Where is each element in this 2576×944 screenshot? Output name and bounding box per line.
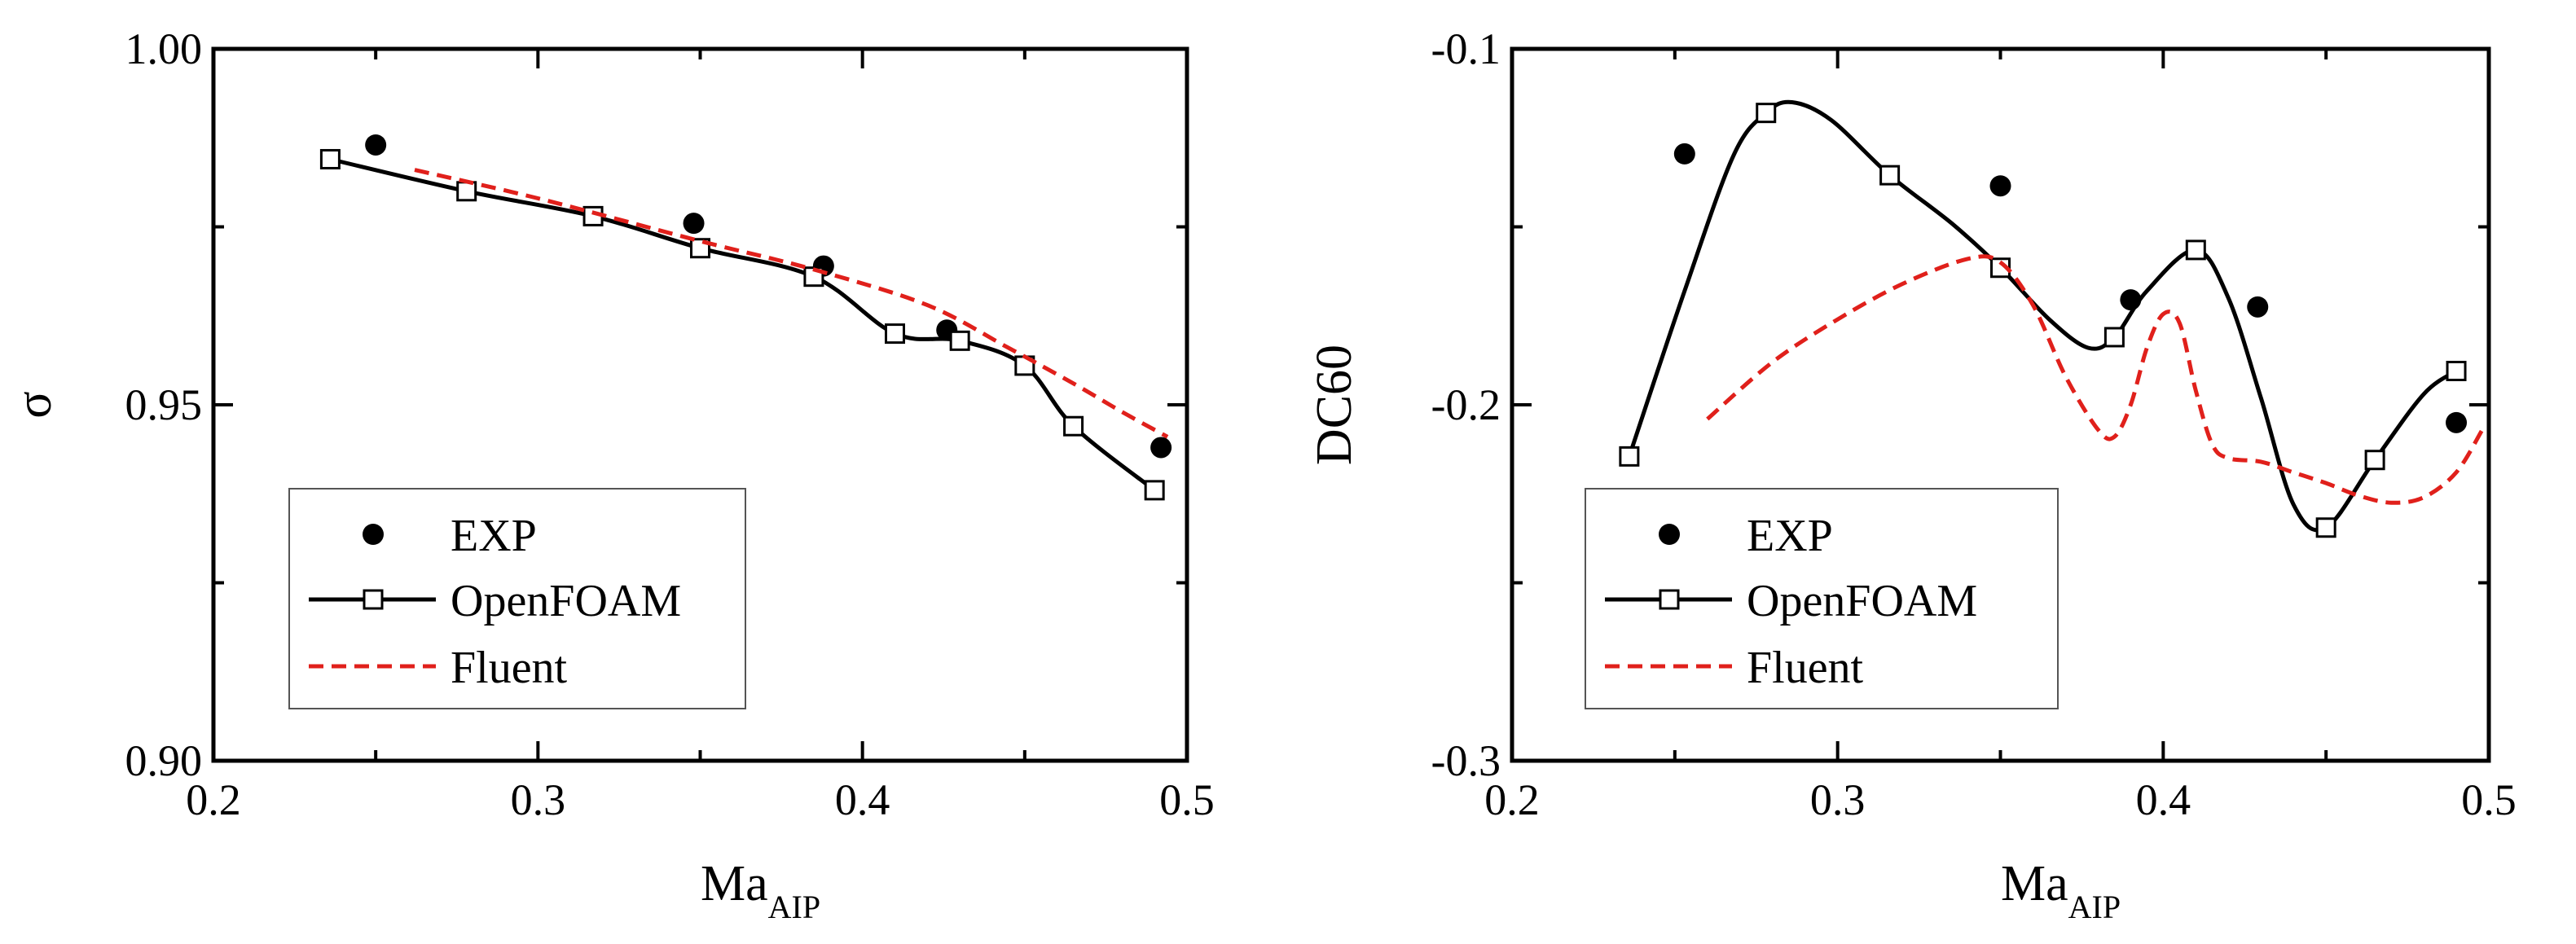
y-axis-label: DC60 [1307,345,1362,465]
x-tick-label: 0.4 [2136,775,2191,824]
openfoam-point [949,330,970,351]
x-tick-label: 0.3 [1810,775,1866,824]
legend: EXP OpenFOAM Fluent [288,488,746,709]
y-tick-label: 0.95 [125,380,203,429]
exp-point [2446,411,2468,433]
openfoam-point [1063,415,1084,437]
openfoam-series-line [329,157,1156,492]
fluent-series-line [1706,254,2485,505]
openfoam-point [1619,446,1640,467]
x-tick-label: 0.5 [2461,775,2517,824]
legend-fluent-label: Fluent [1747,643,1864,693]
openfoam-point [1144,480,1165,501]
openfoam-point [2103,327,2125,348]
openfoam-point [2446,360,2467,381]
x-axis-label-main: Ma [701,856,768,911]
exp-point [2247,296,2269,318]
openfoam-point [319,148,341,169]
exp-point [1989,175,2011,197]
legend: EXP OpenFOAM Fluent [1585,488,2059,709]
openfoam-point [885,323,905,345]
sigma-chart: 0.2 0.3 0.4 0.5 0.90 0.95 1.00 σ MaAIP EXP OpenFOA… [7,24,1215,925]
x-tick-label: 0.3 [511,775,566,824]
y-tick-label: -0.1 [1431,24,1501,73]
x-tick-label: 0.2 [1484,775,1540,824]
x-axis-label: MaAIP [2001,856,2121,925]
x-tick-label: 0.5 [1159,775,1215,824]
legend-openfoam-label: OpenFOAM [451,576,681,626]
x-tick-label: 0.4 [835,775,890,824]
exp-point [365,134,387,156]
x-axis-label-subscript: AIP [2068,889,2121,925]
legend-openfoam-label: OpenFOAM [1747,576,1977,626]
y-tick-label: -0.3 [1431,736,1501,785]
legend-exp-marker [363,524,384,545]
exp-point [1150,437,1172,459]
y-tick-label: 1.00 [125,24,203,73]
legend-exp-label: EXP [1747,511,1833,561]
x-axis-label-subscript: AIP [768,889,820,925]
y-tick-label: -0.2 [1431,380,1501,429]
dc60-chart: 0.2 0.3 0.4 0.5 -0.3 -0.2 -0.1 DC60 MaAIP EXP Open… [1307,24,2517,925]
openfoam-point [1879,165,1901,186]
fluent-series-line [414,168,1169,439]
legend-openfoam-marker [1659,589,1680,610]
legend-fluent-label: Fluent [451,643,568,693]
legend-exp-label: EXP [451,511,537,561]
legend-exp-marker [1659,524,1680,545]
exp-point [1673,143,1695,165]
y-axis-label: σ [7,391,62,418]
openfoam-point [1756,103,1777,124]
openfoam-point [2185,239,2206,261]
x-axis-label: MaAIP [701,856,820,925]
exp-point [683,213,705,235]
y-tick-label: 0.90 [125,736,203,785]
x-axis-label-main: Ma [2001,856,2068,911]
openfoam-point [2315,517,2336,538]
openfoam-point [2364,450,2385,471]
legend-openfoam-marker [363,589,384,610]
x-tick-label: 0.2 [186,775,241,824]
openfoam-series-line [1627,99,2458,533]
